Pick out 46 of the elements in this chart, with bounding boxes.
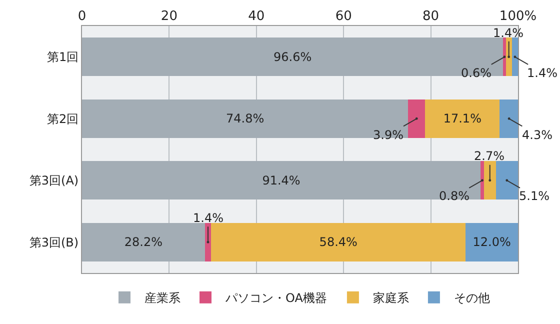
y-tick-label: 第3回(A) (29, 174, 79, 188)
bar (82, 222, 205, 262)
bar (500, 99, 518, 138)
bar (506, 38, 512, 76)
data-label: 17.1% (443, 112, 482, 126)
bar (503, 38, 506, 76)
data-label: 96.6% (274, 50, 312, 64)
bar (82, 161, 480, 200)
y-tick-label: 第1回 (46, 50, 79, 64)
bar (204, 222, 212, 262)
y-tick-label: 第2回 (46, 112, 79, 126)
bar (425, 99, 500, 138)
legend-label: その他 (454, 291, 490, 306)
data-label: 91.4% (262, 173, 300, 188)
data-label: 4.3% (522, 128, 552, 142)
data-label: 1.4% (493, 26, 524, 40)
bar (408, 99, 426, 138)
data-label: 0.6% (461, 66, 492, 80)
bar (82, 99, 408, 138)
bar (496, 161, 518, 200)
data-label: 5.1% (519, 189, 550, 203)
bar (512, 38, 518, 76)
data-label: 1.4% (527, 66, 558, 80)
data-label: 12.0% (472, 235, 511, 250)
x-tick-label: 60 (335, 8, 352, 24)
data-label: 0.8% (439, 189, 470, 203)
bar (466, 222, 518, 262)
bar (484, 161, 496, 200)
data-label: 3.9% (373, 128, 404, 142)
legend-label: 産業系 (144, 291, 180, 306)
bar (82, 38, 504, 76)
data-label: 2.7% (474, 149, 504, 163)
legend-label: パソコン・OA機器 (224, 291, 327, 306)
data-label: 58.4% (319, 235, 358, 250)
data-label: 1.4% (193, 211, 224, 225)
x-tick-label: 100% (499, 8, 537, 24)
y-tick-label: 第3回(B) (29, 235, 79, 250)
x-tick-label: 0 (78, 8, 86, 24)
data-label: 74.8% (226, 112, 264, 126)
x-tick-label: 80 (422, 8, 440, 24)
x-tick-label: 20 (160, 8, 178, 24)
legend-label: 家庭系 (372, 291, 409, 306)
bar (211, 222, 466, 262)
bar (480, 161, 484, 200)
x-tick-label: 40 (248, 8, 265, 24)
data-label: 28.2% (124, 235, 163, 250)
